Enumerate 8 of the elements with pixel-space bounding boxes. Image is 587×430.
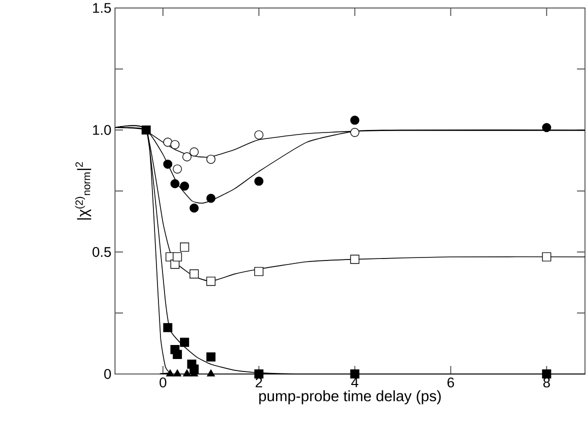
x-axis-title: pump-probe time delay (ps) xyxy=(259,390,441,404)
y-tick-label: 0 xyxy=(104,369,111,379)
y-tick-label: 0.5 xyxy=(92,247,111,257)
y-tick-label: 1.5 xyxy=(93,3,111,13)
y-tick-label: 1.0 xyxy=(93,125,111,135)
x-tick-label: 0 xyxy=(160,378,166,388)
y-axis-title: |χ$^{(2)}$$_{norm}$|$^{2}$ xyxy=(75,162,92,220)
x-tick-label: 6 xyxy=(448,378,454,388)
